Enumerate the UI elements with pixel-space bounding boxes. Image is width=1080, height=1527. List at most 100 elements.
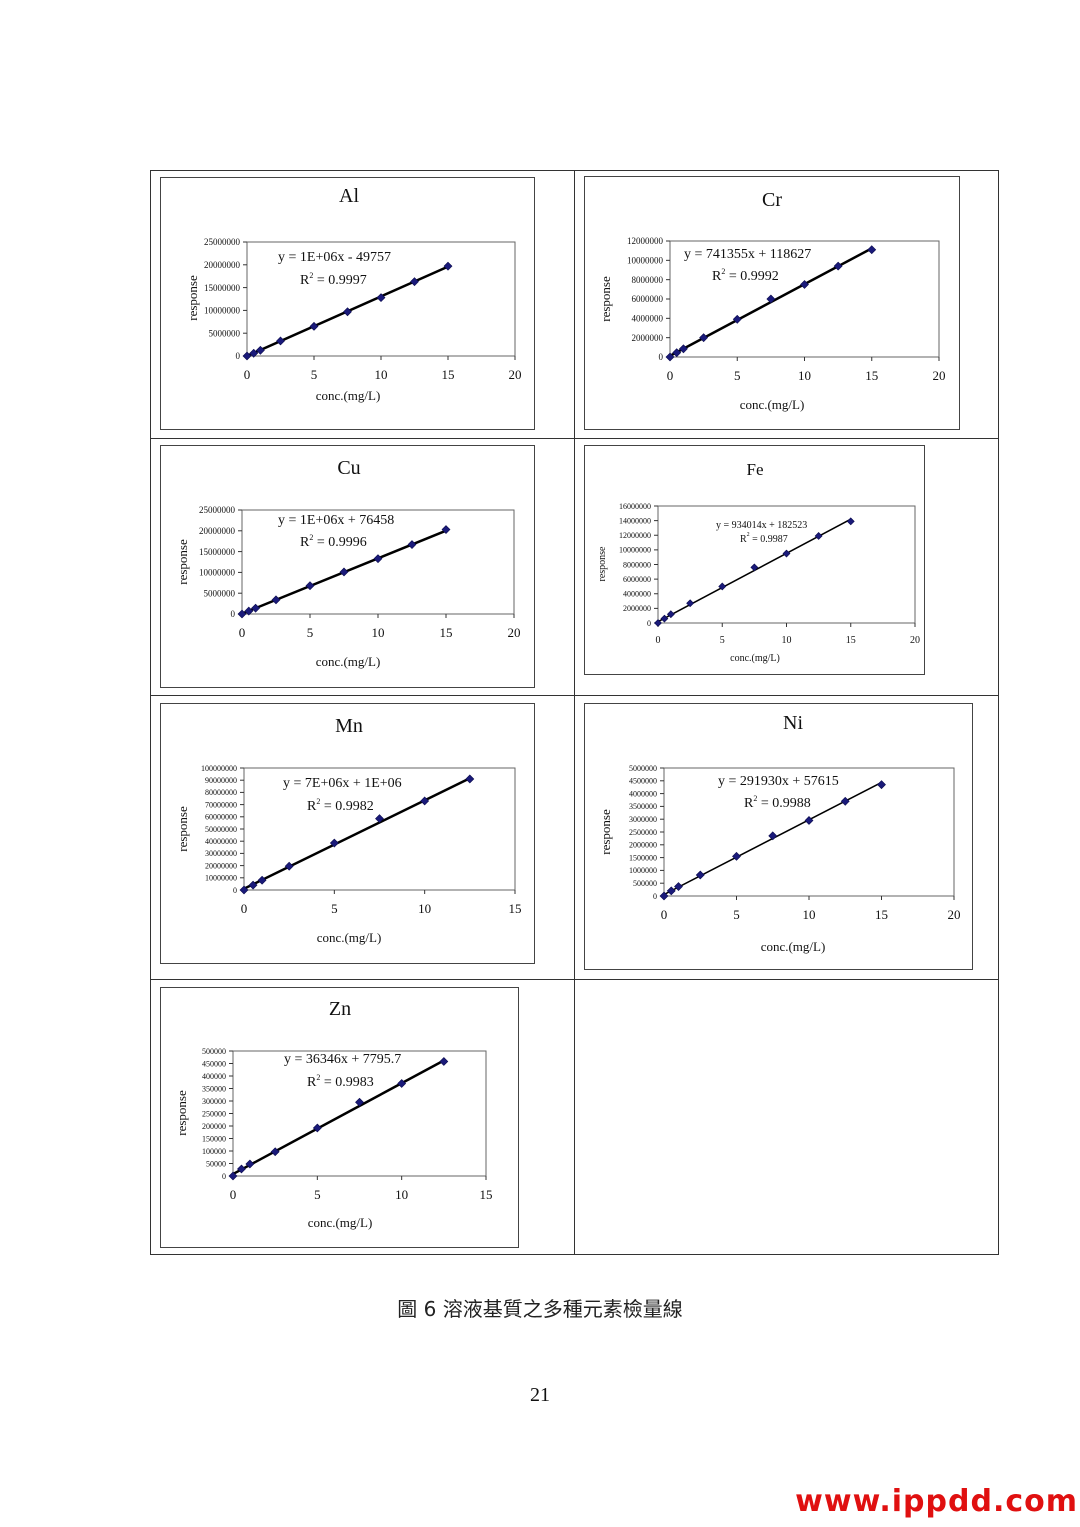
plot-area [232, 1050, 487, 1177]
x-tick-label: 0 [661, 907, 668, 922]
plot-area [663, 767, 955, 897]
x-tick-label: 20 [508, 625, 521, 640]
y-tick-label: 100000 [202, 1147, 226, 1156]
trendline [243, 777, 471, 890]
regression-equation: y = 1E+06x - 49757 [278, 250, 391, 265]
chart-title: Mn [335, 715, 363, 737]
y-axis-label: response [174, 1090, 189, 1136]
y-tick-label: 100000000 [201, 764, 237, 773]
x-axis-label: conc.(mg/L) [317, 930, 382, 945]
data-point [237, 609, 247, 619]
watermark: www.ippdd.com [795, 1484, 1078, 1519]
data-point [237, 1164, 246, 1174]
x-tick-label: 10 [803, 907, 816, 922]
data-point [666, 610, 675, 619]
y-axis-label: response [175, 539, 190, 585]
data-point [695, 870, 705, 880]
y-tick-label: 350000 [202, 1084, 226, 1093]
page-number: 21 [530, 1384, 550, 1406]
data-point [343, 307, 352, 317]
data-point [672, 348, 682, 358]
data-point [867, 245, 877, 255]
chart-ni: Ni 0 5 10 15 20 0 500000 1000000 1500000 2000000 25… [584, 703, 973, 970]
chart-ni-svg: Ni 0 5 10 15 20 0 500000 1000000 1500000 2000000 25… [598, 712, 961, 954]
y-tick-label: 0 [222, 1172, 226, 1181]
x-axis-label: conc.(mg/L) [761, 939, 826, 954]
y-tick-label: 6000000 [623, 575, 651, 584]
y-tick-label: 4000000 [623, 590, 651, 599]
data-point [242, 351, 252, 361]
x-tick-label: 15 [865, 368, 878, 383]
y-tick-label: 10000000 [205, 874, 237, 883]
y-tick-label: 5000000 [629, 764, 657, 773]
y-tick-label: 90000000 [205, 776, 237, 785]
chart-title: Zn [329, 998, 351, 1020]
data-point [439, 1057, 449, 1066]
x-tick-label: 0 [241, 901, 248, 916]
data-point [420, 796, 430, 806]
y-tick-label: 2000000 [632, 333, 664, 343]
data-point [312, 1123, 322, 1133]
chart-cu: Cu 0 5 10 15 20 0 5000000 10000000 15000000 200000… [160, 445, 535, 688]
x-axis-label: conc.(mg/L) [316, 654, 381, 669]
x-tick-label: 0 [656, 635, 661, 646]
figure-caption: 圖 6 溶液基質之多種元素檢量線 [397, 1297, 683, 1321]
y-tick-label: 1000000 [629, 866, 657, 875]
x-tick-label: 10 [395, 1187, 408, 1202]
y-tick-label: 8000000 [623, 560, 651, 569]
x-axis-label: conc.(mg/L) [730, 653, 780, 664]
data-point [846, 517, 855, 526]
chart-fe-svg: Fe 0 5 10 15 20 0 2000000 4000000 6000000 8000000 1… [597, 460, 920, 664]
y-tick-label: 30000000 [205, 849, 237, 858]
regression-equation: y = 934014x + 182523 [716, 520, 807, 531]
data-point [329, 838, 339, 848]
r-squared: R2 = 0.9988 [744, 794, 811, 811]
regression-equation: y = 1E+06x + 76458 [278, 513, 394, 528]
y-tick-label: 5000000 [204, 588, 236, 598]
y-tick-label: 16000000 [619, 502, 651, 511]
y-tick-label: 20000000 [205, 861, 237, 870]
chart-mn: Mn 0 5 10 15 0 10000000 20000000 30000000 4000000… [160, 703, 535, 964]
y-tick-label: 0 [653, 892, 657, 901]
r-squared: R2 = 0.9982 [307, 797, 374, 814]
data-point [407, 540, 417, 549]
y-tick-label: 300000 [202, 1097, 226, 1106]
data-point [654, 619, 662, 627]
y-tick-label: 15000000 [204, 283, 241, 293]
x-tick-label: 0 [239, 625, 246, 640]
chart-cr-svg: Cr 0 5 10 15 20 0 2000000 4000000 6000000 8000000 1… [598, 189, 946, 412]
data-point [659, 891, 669, 901]
y-tick-label: 0 [233, 886, 237, 895]
regression-equation: y = 36346x + 7795.7 [284, 1052, 401, 1067]
data-point [249, 348, 259, 358]
y-tick-label: 250000 [202, 1109, 226, 1118]
data-point [718, 582, 727, 591]
data-point [465, 774, 475, 784]
chart-al: Al 0 5 10 15 20 0 5000000 10000000 15000000 200000… [160, 177, 535, 430]
y-tick-label: 60000000 [205, 813, 237, 822]
x-tick-label: 20 [933, 368, 946, 383]
data-point [228, 1171, 238, 1181]
y-tick-label: 20000000 [204, 260, 241, 270]
chart-title: Cu [337, 457, 360, 479]
y-tick-label: 50000 [206, 1159, 226, 1168]
x-tick-label: 5 [331, 901, 338, 916]
data-point [245, 1159, 255, 1169]
r-squared: R2 = 0.9987 [740, 532, 788, 545]
data-point [244, 606, 254, 616]
data-point [373, 554, 383, 564]
y-tick-label: 4000000 [632, 313, 664, 323]
data-point [271, 595, 281, 605]
x-tick-label: 10 [418, 901, 431, 916]
y-axis-label: response [597, 546, 608, 582]
data-point [814, 532, 823, 540]
data-point [804, 816, 814, 825]
data-point [255, 345, 265, 355]
y-tick-label: 70000000 [205, 800, 237, 809]
data-point [660, 614, 669, 623]
y-tick-label: 10000000 [204, 306, 241, 316]
data-point [284, 861, 294, 871]
y-axis-label: response [175, 806, 190, 852]
chart-al-svg: Al 0 5 10 15 20 0 5000000 10000000 15000000 200000… [185, 185, 522, 403]
x-tick-label: 5 [733, 907, 740, 922]
